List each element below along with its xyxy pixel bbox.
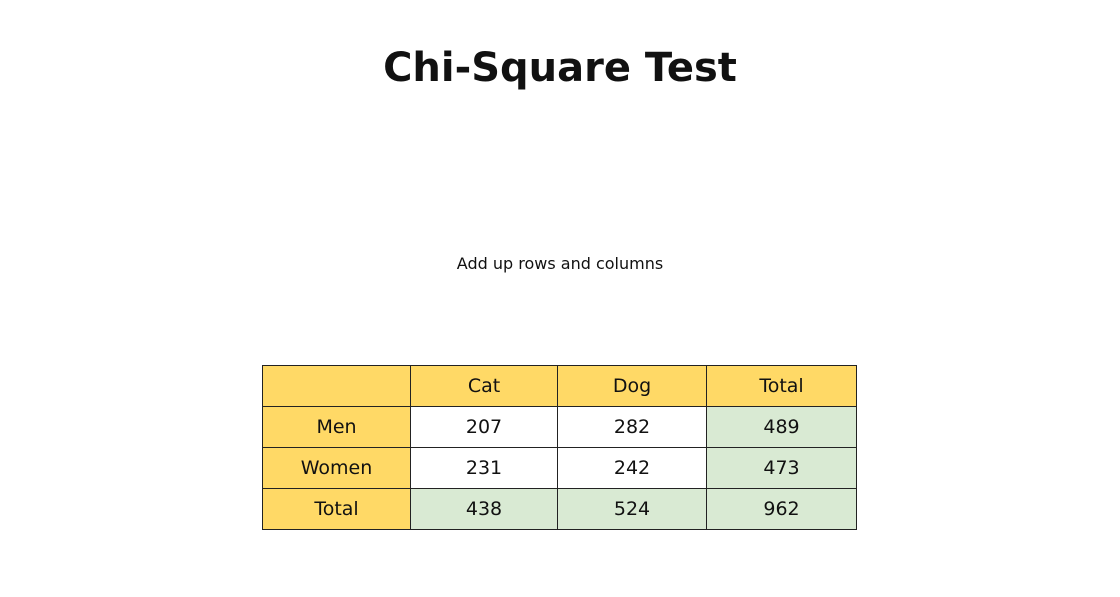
- table-row-men: Men 207 282 489: [262, 406, 857, 448]
- corner-cell: [262, 365, 411, 407]
- row-header-total: Total: [262, 488, 411, 530]
- cell-grand-total: 962: [706, 488, 857, 530]
- cell-men-dog: 282: [557, 406, 707, 448]
- row-header-women: Women: [262, 447, 411, 489]
- column-header-cat: Cat: [410, 365, 558, 407]
- column-header-total: Total: [706, 365, 857, 407]
- slide-title: Chi-Square Test: [383, 45, 737, 91]
- row-header-men: Men: [262, 406, 411, 448]
- cell-women-dog: 242: [557, 447, 707, 489]
- column-header-dog: Dog: [557, 365, 707, 407]
- contingency-table: Cat Dog Total Men 207 282 489 Women 231 …: [262, 365, 857, 530]
- cell-women-cat: 231: [410, 447, 558, 489]
- cell-women-total: 473: [706, 447, 857, 489]
- table-row-total: Total 438 524 962: [262, 488, 857, 530]
- table-header-row: Cat Dog Total: [262, 365, 857, 407]
- cell-total-dog: 524: [557, 488, 707, 530]
- cell-men-cat: 207: [410, 406, 558, 448]
- cell-men-total: 489: [706, 406, 857, 448]
- slide-subtitle: Add up rows and columns: [456, 254, 664, 273]
- cell-total-cat: 438: [410, 488, 558, 530]
- table-row-women: Women 231 242 473: [262, 447, 857, 489]
